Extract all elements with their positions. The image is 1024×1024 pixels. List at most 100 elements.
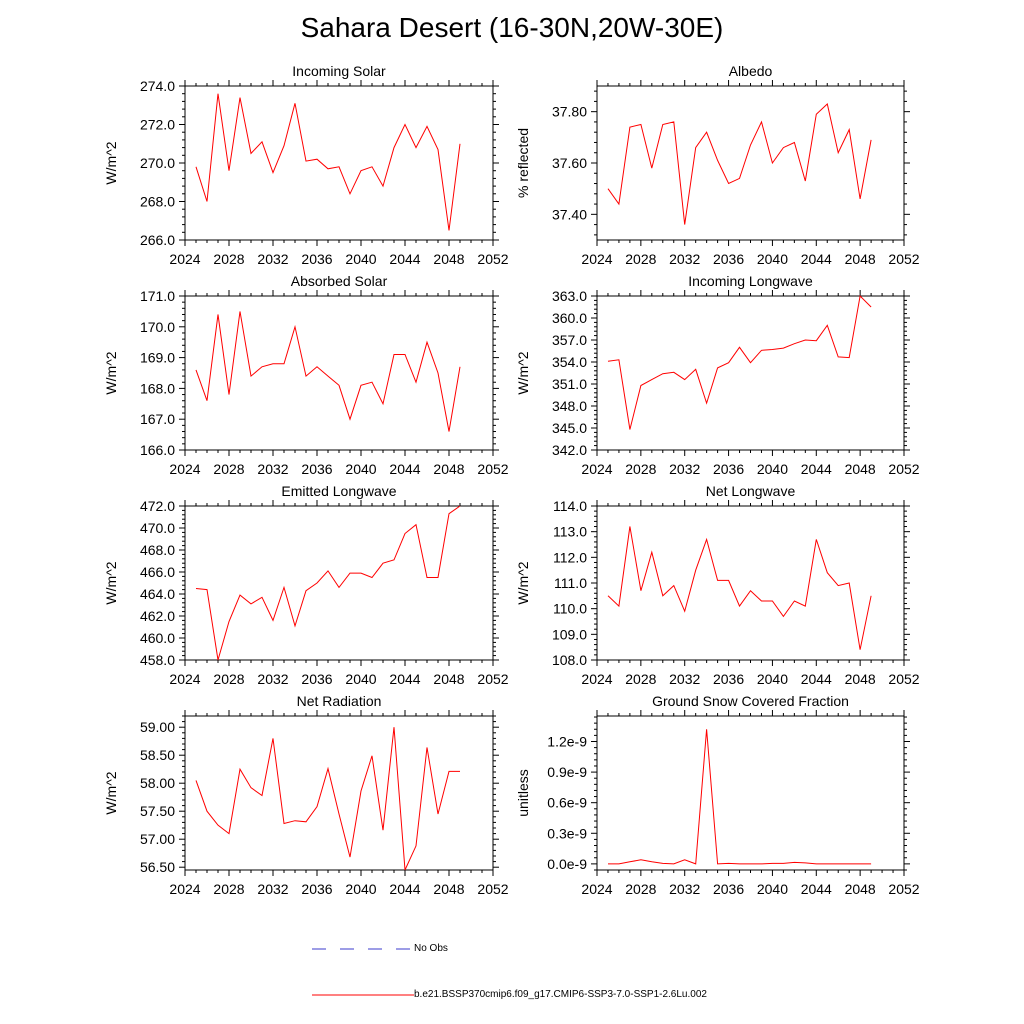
y-tick-label: 114.0 [553,498,587,514]
y-tick-label: 270.0 [140,155,175,171]
y-tick-label: 58.50 [140,747,175,763]
y-tick-label: 170.0 [140,319,175,335]
x-tick-label: 2028 [625,251,656,267]
y-tick-label: 57.50 [140,803,175,819]
x-tick-label: 2036 [301,881,332,897]
legend-model-label: b.e21.BSSP370cmip6.f09_g17.CMIP6-SSP3-7.… [414,989,707,1000]
y-tick-label: 168.0 [140,380,175,396]
x-tick-label: 2036 [301,671,332,687]
legend-obs-line [312,948,414,950]
y-tick-label: 357.0 [552,332,587,348]
x-tick-label: 2028 [213,671,244,687]
x-tick-label: 2032 [669,251,700,267]
x-tick-label: 2028 [625,671,656,687]
x-tick-label: 2044 [389,461,420,477]
y-tick-label: 37.40 [552,206,587,222]
chart-panel-8: Ground Snow Covered Fraction unitless 2024… [515,693,920,897]
y-tick-label: 0.0e-9 [547,856,587,872]
y-tick-label: 171.0 [140,288,175,304]
y-tick-label: 59.00 [140,719,175,735]
y-axis-label: W/m^2 [103,561,119,604]
y-tick-label: 348.0 [552,398,587,414]
y-tick-label: 472.0 [140,498,175,514]
series-line [195,505,461,661]
x-tick-label: 2040 [345,671,376,687]
y-tick-label: 1.2e-9 [547,733,587,749]
plot-frame [184,715,494,871]
x-tick-label: 2024 [169,881,200,897]
chart-panel-1: Incoming Solar W/m^2 2024 2028 2032 2036 2040 2… [103,63,509,267]
x-tick-label: 2048 [845,461,876,477]
panel-title: Albedo [729,63,773,79]
x-tick-label: 2048 [433,881,464,897]
y-tick-label: 112.0 [553,549,587,565]
panel-title: Absorbed Solar [291,273,388,289]
x-tick-label: 2032 [669,881,700,897]
y-axis-label: W/m^2 [515,351,531,394]
chart-panel-3: Absorbed Solar W/m^2 2024 2028 2032 2036 2040 2… [103,273,509,477]
x-tick-label: 2048 [845,251,876,267]
x-tick-label: 2048 [433,671,464,687]
series-line [195,93,461,231]
y-tick-label: 354.0 [552,354,587,370]
x-tick-label: 2032 [257,461,288,477]
x-tick-label: 2036 [713,251,744,267]
y-tick-label: 272.0 [140,117,175,133]
x-tick-label: 2028 [213,881,244,897]
y-tick-label: 57.00 [140,831,175,847]
y-tick-label: 0.6e-9 [547,795,587,811]
x-tick-label: 2036 [713,671,744,687]
y-tick-label: 458.0 [140,652,175,668]
series-line [607,526,872,650]
x-tick-label: 2032 [669,461,700,477]
y-tick-label: 360.0 [552,310,587,326]
y-tick-label: 268.0 [140,194,175,210]
y-tick-label: 351.0 [552,376,587,392]
x-tick-label: 2024 [581,671,612,687]
y-tick-label: 37.60 [552,155,587,171]
x-tick-label: 2040 [345,881,376,897]
series-line [608,729,872,865]
y-tick-label: 169.0 [140,350,175,366]
y-tick-label: 108.0 [552,652,587,668]
x-tick-label: 2048 [433,251,464,267]
y-axis-label: unitless [515,769,531,816]
x-tick-label: 2052 [888,881,919,897]
y-tick-label: 460.0 [140,630,175,646]
x-tick-label: 2036 [301,251,332,267]
chart-panel-6: Net Longwave W/m^2 2024 2028 2032 2036 2040 204… [515,483,920,687]
x-tick-label: 2024 [169,461,200,477]
x-tick-label: 2024 [581,251,612,267]
y-tick-label: 468.0 [140,542,175,558]
chart-panel-4: Incoming Longwave W/m^2 2024 2028 2032 2036 20… [515,273,920,477]
x-tick-label: 2032 [669,671,700,687]
x-tick-label: 2024 [169,671,200,687]
x-tick-label: 2028 [625,461,656,477]
series-line [195,311,461,432]
x-tick-label: 2052 [477,671,508,687]
y-tick-label: 56.50 [140,859,175,875]
plot-frame [596,715,905,871]
legend-obs-label: No Obs [414,943,448,954]
y-tick-label: 110.0 [553,601,587,617]
panel-title: Ground Snow Covered Fraction [652,693,849,709]
y-tick-label: 37.80 [552,104,587,120]
legend-model-line [312,994,414,996]
y-tick-label: 109.0 [552,626,587,642]
x-tick-label: 2052 [888,461,919,477]
y-tick-label: 58.00 [140,775,175,791]
x-tick-label: 2052 [477,881,508,897]
plot-frame [596,295,905,451]
x-tick-label: 2028 [213,461,244,477]
x-tick-label: 2024 [581,881,612,897]
x-tick-label: 2040 [757,251,788,267]
y-tick-label: 266.0 [140,232,175,248]
x-tick-label: 2044 [389,251,420,267]
chart-panel-7: Net Radiation W/m^2 2024 2028 2032 2036 2040 20… [103,693,509,897]
x-tick-label: 2048 [433,461,464,477]
y-tick-label: 111.0 [554,575,587,591]
x-tick-label: 2044 [389,881,420,897]
y-axis-label: % reflected [515,128,531,198]
y-tick-label: 462.0 [140,608,175,624]
